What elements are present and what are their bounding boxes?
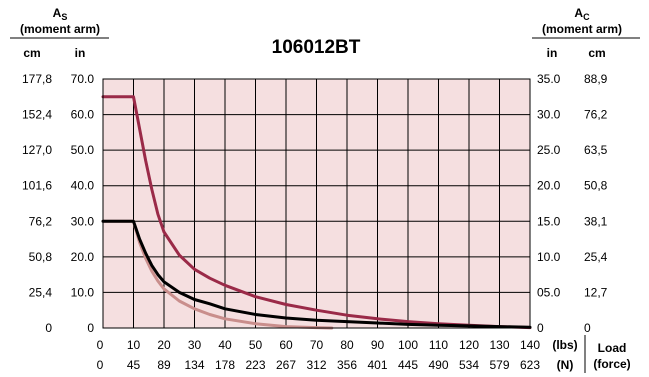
x-tick-lbs: 50 [249, 338, 263, 352]
left-unit-in: in [75, 46, 86, 60]
right-tick-in: 15.0 [537, 214, 561, 228]
left-tick-cm: 76,2 [29, 214, 53, 228]
left-tick-cm: 0 [45, 321, 52, 335]
right-tick-in: 20.0 [537, 179, 561, 193]
left-tick-cm: 25,4 [29, 285, 53, 299]
left-tick-cm: 101,6 [22, 179, 52, 193]
plot-border [102, 78, 531, 329]
right-tick-in: 25.0 [537, 143, 561, 157]
x-tick-lbs: 120 [459, 338, 479, 352]
left-unit-cm: cm [23, 46, 40, 60]
left-tick-cm: 177,8 [22, 72, 52, 86]
grid-lines [103, 79, 530, 328]
right-tick-in: 0 [537, 321, 544, 335]
series-line-2 [101, 219, 532, 329]
x-tick-lbs: 20 [157, 338, 171, 352]
x-tick-lbs: 60 [279, 338, 293, 352]
series-group [101, 95, 532, 330]
left-axis-label: AS [53, 6, 68, 22]
left-axis-note: (moment arm) [20, 22, 100, 36]
right-unit-cm: cm [588, 46, 605, 60]
left-axis-label-sub: S [61, 12, 67, 22]
left-tick-in: 40.0 [71, 179, 95, 193]
right-unit-in: in [547, 46, 558, 60]
chart-title: 106012BT [272, 37, 361, 58]
right-tick-cm: 88,9 [584, 72, 608, 86]
right-tick-cm: 63,5 [584, 143, 608, 157]
left-tick-in: 70.0 [71, 72, 95, 86]
right-tick-cm: 50,8 [584, 179, 608, 193]
right-tick-in: 30.0 [537, 108, 561, 122]
right-tick-cm: 12,7 [584, 285, 608, 299]
right-axis-label-main: A [574, 6, 583, 20]
right-axis-label: AC [574, 6, 590, 22]
x-tick-n: 267 [276, 358, 296, 372]
left-tick-in: 60.0 [71, 108, 95, 122]
right-tick-cm: 38,1 [584, 214, 608, 228]
x-tick-n: 579 [489, 358, 509, 372]
left-tick-cm: 152,4 [22, 108, 52, 122]
left-tick-in: 20.0 [71, 250, 95, 264]
left-tick-in: 0 [87, 321, 94, 335]
tick-labels: 0 0 0 025,4 10.0 05.0 12,750,8 20.0 10.0 25,476,2… [22, 72, 608, 372]
x-tick-lbs: 70 [310, 338, 324, 352]
x-tick-n: 45 [127, 358, 141, 372]
right-tick-in: 35.0 [537, 72, 561, 86]
x-unit-n: (N) [557, 358, 574, 372]
series-line-3 [101, 219, 334, 330]
x-tick-n: 623 [520, 358, 540, 372]
x-tick-n: 89 [157, 358, 171, 372]
x-tick-n: 134 [184, 358, 204, 372]
x-tick-lbs: 140 [520, 338, 540, 352]
x-tick-n: 401 [367, 358, 387, 372]
x-tick-n: 178 [215, 358, 235, 372]
left-tick-in: 10.0 [71, 285, 95, 299]
right-tick-in: 05.0 [537, 285, 561, 299]
x-tick-lbs: 80 [340, 338, 354, 352]
left-axis-label-main: A [53, 6, 62, 20]
right-axis-note: (moment arm) [542, 22, 622, 36]
x-axis-label-2: (force) [593, 357, 630, 371]
right-tick-in: 10.0 [537, 250, 561, 264]
x-unit-lbs: (lbs) [552, 338, 577, 352]
x-tick-n: 445 [398, 358, 418, 372]
x-tick-lbs: 40 [218, 338, 232, 352]
x-tick-lbs: 10 [127, 338, 141, 352]
left-tick-cm: 127,0 [22, 143, 52, 157]
left-tick-in: 30.0 [71, 214, 95, 228]
x-tick-lbs: 130 [489, 338, 509, 352]
x-tick-lbs: 110 [429, 338, 448, 352]
left-tick-cm: 50,8 [29, 250, 53, 264]
x-axis-label-1: Load [598, 341, 627, 355]
x-tick-lbs: 90 [371, 338, 385, 352]
x-tick-lbs: 100 [398, 338, 418, 352]
x-tick-n: 312 [306, 358, 326, 372]
right-tick-cm: 76,2 [584, 108, 608, 122]
x-tick-lbs: 0 [97, 338, 104, 352]
right-tick-cm: 0 [584, 321, 591, 335]
x-tick-n: 490 [428, 358, 448, 372]
right-tick-cm: 25,4 [584, 250, 608, 264]
x-tick-lbs: 30 [188, 338, 202, 352]
x-tick-n: 0 [97, 358, 104, 372]
series-line-1 [101, 95, 532, 330]
left-tick-in: 50.0 [71, 143, 95, 157]
x-tick-n: 223 [245, 358, 265, 372]
right-axis-label-sub: C [583, 12, 590, 22]
x-tick-n: 356 [337, 358, 357, 372]
x-tick-n: 534 [459, 358, 479, 372]
